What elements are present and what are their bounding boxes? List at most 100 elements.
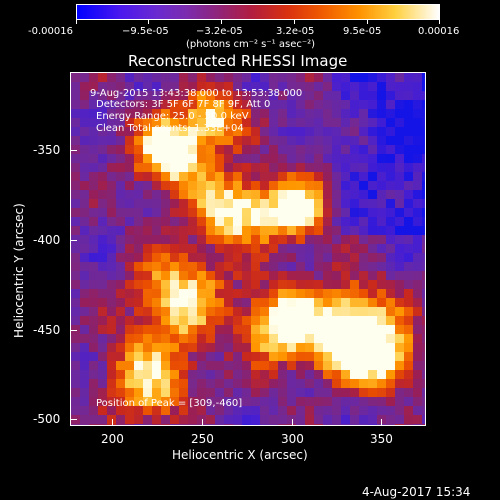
heatmap-pixel <box>80 415 90 425</box>
heatmap-pixel <box>233 325 243 335</box>
heatmap-pixel <box>197 235 207 245</box>
heatmap-pixel <box>188 262 198 272</box>
heatmap-pixel <box>413 235 423 245</box>
heatmap-pixel <box>206 262 216 272</box>
heatmap-pixel <box>125 343 135 353</box>
heatmap-pixel <box>332 388 342 398</box>
heatmap-pixel <box>260 244 270 254</box>
heatmap-pixel <box>71 244 81 254</box>
heatmap-pixel <box>80 208 90 218</box>
heatmap-pixel <box>323 334 333 344</box>
heatmap-pixel <box>314 406 324 416</box>
heatmap-pixel <box>161 91 171 101</box>
heatmap-pixel <box>233 262 243 272</box>
heatmap-pixel <box>161 388 171 398</box>
heatmap-pixel <box>332 370 342 380</box>
heatmap-pixel <box>206 199 216 209</box>
heatmap-pixel <box>251 424 261 425</box>
heatmap-pixel <box>215 406 225 416</box>
heatmap-pixel <box>179 208 189 218</box>
heatmap-pixel <box>395 415 405 425</box>
heatmap-pixel <box>287 307 297 317</box>
heatmap-pixel <box>386 118 396 128</box>
heatmap-pixel <box>125 217 135 227</box>
heatmap-pixel <box>143 289 153 299</box>
heatmap-pixel <box>359 388 369 398</box>
heatmap-pixel <box>386 325 396 335</box>
heatmap-pixel <box>107 316 117 326</box>
heatmap-pixel <box>359 217 369 227</box>
heatmap-pixel <box>161 370 171 380</box>
heatmap-pixel <box>125 397 135 407</box>
heatmap-pixel <box>332 397 342 407</box>
heatmap-pixel <box>80 361 90 371</box>
heatmap-pixel <box>206 397 216 407</box>
heatmap-pixel <box>215 82 225 92</box>
heatmap-pixel <box>98 361 108 371</box>
heatmap-pixel <box>314 154 324 164</box>
heatmap-pixel <box>107 361 117 371</box>
heatmap-pixel <box>251 316 261 326</box>
heatmap-pixel <box>242 325 252 335</box>
heatmap-pixel <box>314 235 324 245</box>
heatmap-pixel <box>314 136 324 146</box>
heatmap-pixel <box>323 271 333 281</box>
heatmap-pixel <box>395 145 405 155</box>
heatmap-pixel <box>269 280 279 290</box>
heatmap-pixel <box>323 307 333 317</box>
heatmap-pixel <box>251 208 261 218</box>
heatmap-pixel <box>71 253 81 263</box>
heatmap-pixel <box>80 136 90 146</box>
heatmap-pixel <box>287 73 297 83</box>
heatmap-pixel <box>404 226 414 236</box>
heatmap-pixel <box>116 235 126 245</box>
heatmap-pixel <box>107 424 117 425</box>
heatmap-pixel <box>395 127 405 137</box>
heatmap-pixel <box>152 109 162 119</box>
heatmap-pixel <box>350 253 360 263</box>
heatmap-pixel <box>161 289 171 299</box>
heatmap-pixel <box>107 91 117 101</box>
heatmap-pixel <box>350 352 360 362</box>
heatmap-pixel <box>314 217 324 227</box>
heatmap-pixel <box>278 271 288 281</box>
heatmap-pixel <box>215 109 225 119</box>
heatmap-pixel <box>188 280 198 290</box>
heatmap-pixel <box>296 235 306 245</box>
clean-counts-text: Clean Total counts: 1.33E+04 <box>96 123 244 134</box>
heatmap-pixel <box>89 145 99 155</box>
heatmap-pixel <box>350 154 360 164</box>
heatmap-pixel <box>152 316 162 326</box>
heatmap-pixel <box>242 289 252 299</box>
heatmap-pixel <box>377 379 387 389</box>
heatmap-pixel <box>314 91 324 101</box>
heatmap-pixel <box>197 271 207 281</box>
heatmap-pixel <box>296 145 306 155</box>
heatmap-pixel <box>170 127 180 137</box>
heatmap-pixel <box>377 253 387 263</box>
heatmap-pixel <box>287 163 297 173</box>
heatmap-pixel <box>287 379 297 389</box>
heatmap-pixel <box>260 397 270 407</box>
heatmap-pixel <box>323 343 333 353</box>
heatmap-pixel <box>404 244 414 254</box>
heatmap-pixel <box>341 235 351 245</box>
heatmap-pixel <box>359 226 369 236</box>
heatmap-pixel <box>404 325 414 335</box>
heatmap-pixel <box>323 424 333 425</box>
heatmap-pixel <box>107 145 117 155</box>
heatmap-pixel <box>395 181 405 191</box>
heatmap-pixel <box>134 280 144 290</box>
heatmap-pixel <box>89 298 99 308</box>
heatmap-pixel <box>170 424 180 425</box>
heatmap-pixel <box>170 415 180 425</box>
heatmap-pixel <box>404 379 414 389</box>
heatmap-pixel <box>206 298 216 308</box>
heatmap-pixel <box>296 307 306 317</box>
heatmap-pixel <box>188 334 198 344</box>
heatmap-pixel <box>422 352 425 362</box>
heatmap-pixel <box>125 388 135 398</box>
heatmap-pixel <box>89 73 99 83</box>
heatmap-pixel <box>242 343 252 353</box>
heatmap-pixel <box>188 397 198 407</box>
